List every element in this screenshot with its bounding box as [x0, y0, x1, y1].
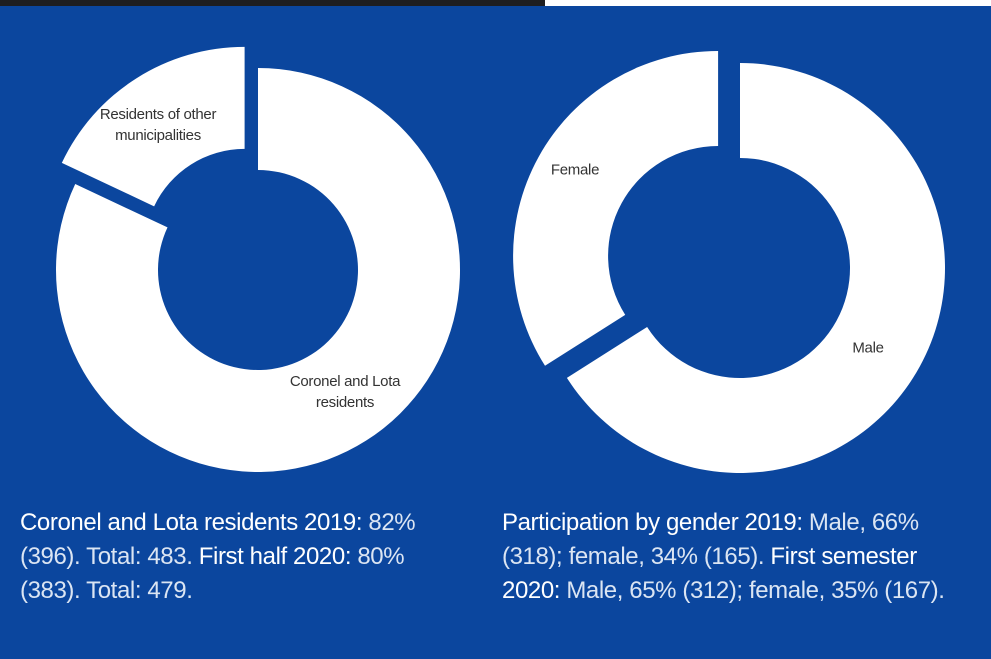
- top-strip: [545, 0, 991, 6]
- caption-text: 82% (396). Total: 483.: [20, 509, 416, 570]
- slice-label: Residents of other municipalities: [99, 106, 217, 144]
- caption-text: First semester 2020:: [502, 543, 917, 604]
- caption: Participation by gender 2019: Male, 66% …: [502, 506, 972, 608]
- caption-text: 80% (383). Total: 479.: [20, 543, 405, 604]
- caption-text: Male, 65% (312); female, 35% (167).: [560, 577, 945, 604]
- slice-label: Coronel and Lota residents: [289, 373, 401, 411]
- donut-slice: [61, 46, 245, 207]
- caption-text: Coronel and Lota residents 2019:: [20, 509, 363, 536]
- slice-label: Female: [550, 161, 600, 179]
- donut-slice: [566, 63, 946, 473]
- caption: Coronel and Lota residents 2019: 82% (39…: [20, 506, 470, 608]
- donut-slice: [513, 50, 719, 366]
- donut-slice: [55, 68, 460, 473]
- caption-text: Participation by gender 2019:: [502, 509, 803, 536]
- caption-text: Male, 66% (318); female, 34% (165).: [502, 509, 919, 570]
- top-image-strip: [0, 0, 545, 6]
- slice-label: Male: [852, 339, 884, 357]
- caption-text: First half 2020:: [198, 543, 352, 570]
